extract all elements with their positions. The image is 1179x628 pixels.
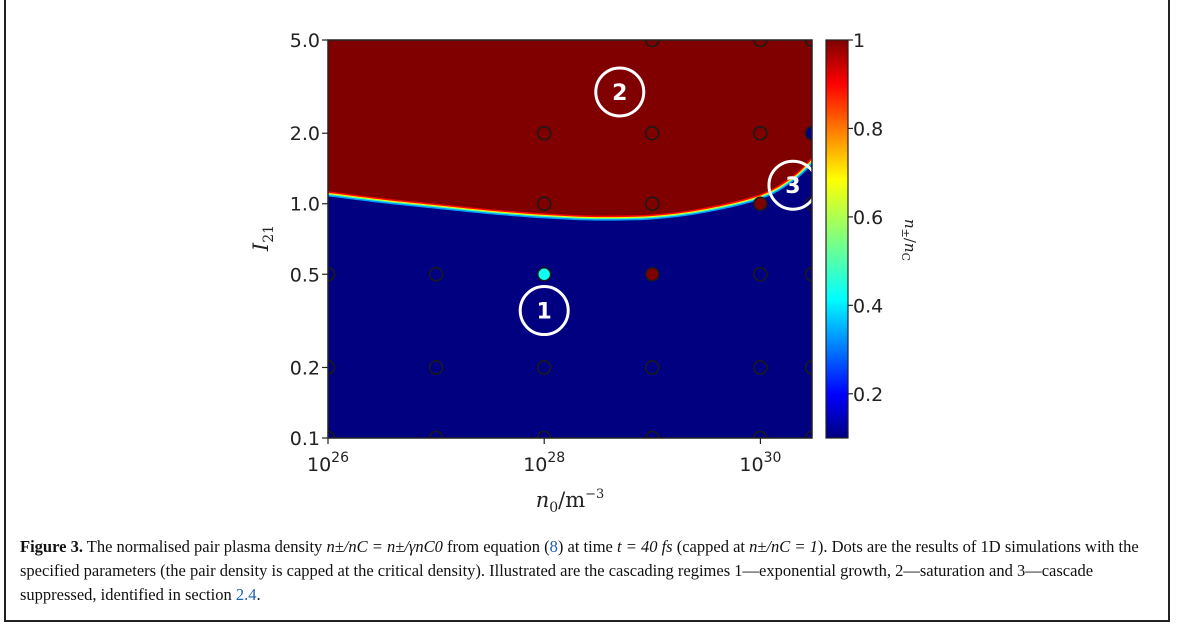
simulation-point <box>536 125 552 141</box>
caption-formula-a: n±/nC = n±/γnC0 <box>326 537 443 556</box>
caption-formula-c: n±/nC = 1 <box>749 537 818 556</box>
simulation-point <box>645 196 660 212</box>
simulation-point <box>645 266 660 282</box>
saturated-region <box>328 40 812 216</box>
y-tick-label: 2.0 <box>290 123 320 145</box>
regime-marker-label: 3 <box>785 174 800 199</box>
y-axis-label: I21 <box>249 225 277 252</box>
colorbar-tick-label: 0.4 <box>853 295 883 317</box>
colorbar-label: n±/nC <box>899 219 919 261</box>
simulation-point <box>804 266 812 282</box>
simulation-point <box>753 40 768 48</box>
regime-markers: 1 2 3 <box>518 66 819 337</box>
y-tick-label: 0.5 <box>290 264 320 286</box>
section-link[interactable]: 2.4 <box>235 585 257 604</box>
x-tick-label: 1028 <box>523 450 565 476</box>
caption-text-b: from equation ( <box>442 537 550 556</box>
x-axis-label: n0/m−3 <box>536 487 605 516</box>
colorbar-tick-label: 1 <box>853 30 865 52</box>
simulation-point <box>753 196 768 212</box>
simulation-point <box>536 430 552 438</box>
simulation-points <box>328 40 812 438</box>
caption-text-d: (capped at <box>672 537 750 556</box>
equation-link[interactable]: 8 <box>549 537 558 556</box>
y-tick-label: 0.2 <box>290 357 320 379</box>
colorbar-tick-label: 0.2 <box>853 384 883 406</box>
caption-text-f: . <box>256 585 261 604</box>
caption-text-c: ) at time <box>557 537 617 556</box>
axes: 0.1 0.2 0.5 1.0 2.0 5.0 1026 1028 1030 <box>290 30 813 476</box>
simulation-point <box>753 360 768 375</box>
x-axis-label-sub: 0 <box>549 500 558 516</box>
simulation-point <box>428 266 444 282</box>
simulation-point <box>804 40 812 48</box>
regime-marker-circle <box>594 66 646 118</box>
x-axis-label-exp: −3 <box>585 487 604 502</box>
simulation-point <box>536 196 552 212</box>
simulation-point <box>753 266 768 282</box>
caption-formula-b: t = 40 fs <box>617 537 673 556</box>
simulation-point <box>645 125 660 141</box>
regime-marker-label: 2 <box>612 81 627 106</box>
x-axis-label-unit: /m <box>558 488 585 512</box>
x-axis-label-var: n <box>536 488 550 512</box>
regime-marker-circle <box>518 285 570 337</box>
regime-marker-circle <box>767 159 819 211</box>
y-tick-label: 0.1 <box>290 428 320 450</box>
heatmap-field <box>328 40 812 438</box>
figure-caption: Figure 3. The normalised pair plasma den… <box>20 535 1155 607</box>
colorbar-tick-label: 0.8 <box>853 118 883 140</box>
simulation-point <box>328 266 336 282</box>
simulation-point <box>645 40 660 48</box>
simulation-point <box>645 430 660 438</box>
colorbar-gradient <box>825 39 849 439</box>
regime-marker-label: 1 <box>537 300 552 325</box>
simulation-point <box>645 360 660 375</box>
simulation-point <box>328 430 336 438</box>
caption-text-a: The normalised pair plasma density <box>82 537 327 556</box>
simulation-point <box>328 360 336 375</box>
colorbar-tick-label: 0.6 <box>853 207 883 229</box>
simulation-point <box>536 360 552 375</box>
caption-text-e: ). Dots are the results of 1D simulation… <box>20 537 1139 604</box>
simulation-point <box>804 430 812 438</box>
caption-label: Figure 3. <box>20 537 83 556</box>
simulation-point <box>804 360 812 375</box>
x-tick-label: 1030 <box>739 450 781 476</box>
simulation-point <box>428 430 444 438</box>
x-tick-label: 1026 <box>307 450 349 476</box>
simulation-point <box>753 430 768 438</box>
simulation-point <box>536 266 552 282</box>
colorbar: 0.2 0.4 0.6 0.8 1 <box>825 30 883 439</box>
simulation-point <box>804 125 812 141</box>
simulation-point <box>753 125 768 141</box>
simulation-point <box>428 360 444 375</box>
plot-frame <box>327 39 813 439</box>
y-tick-label: 5.0 <box>290 30 320 52</box>
y-tick-label: 1.0 <box>290 194 320 216</box>
figure-frame <box>4 0 1170 622</box>
